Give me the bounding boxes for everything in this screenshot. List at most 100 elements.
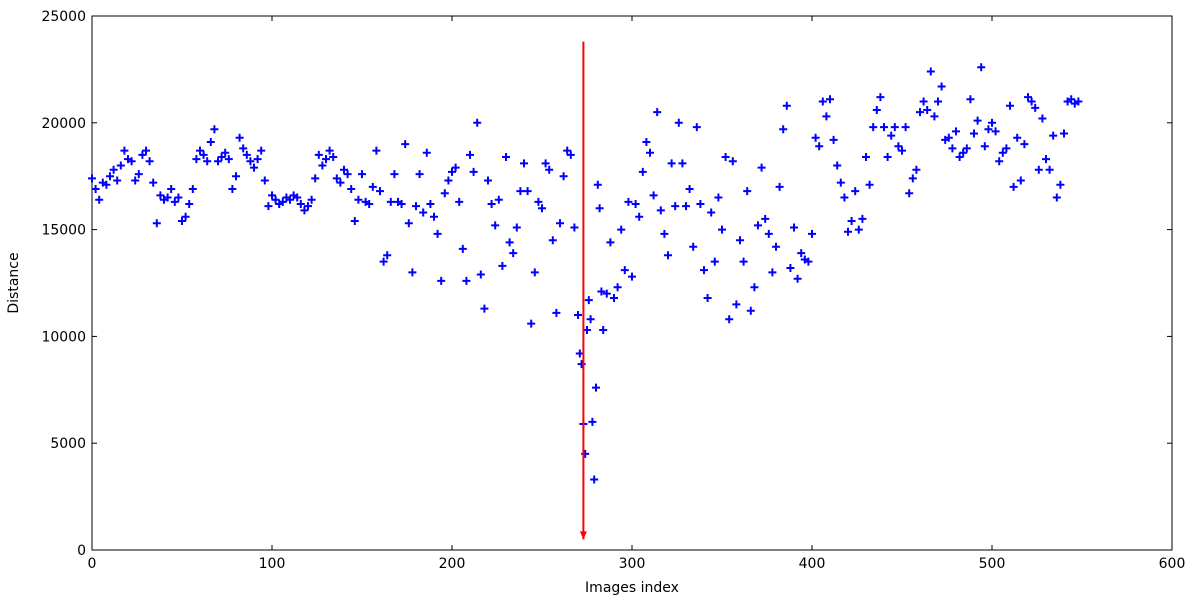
point [217, 152, 226, 161]
point [746, 306, 755, 315]
point [898, 146, 906, 155]
point [102, 180, 111, 189]
point [1038, 114, 1047, 123]
point [221, 148, 230, 157]
point [466, 150, 474, 159]
point [955, 152, 964, 161]
point [257, 146, 266, 155]
point [1002, 144, 1011, 153]
point [934, 97, 942, 106]
point [196, 146, 204, 155]
point [408, 268, 417, 277]
point [1006, 101, 1014, 110]
point [592, 383, 600, 392]
point [808, 229, 816, 238]
point [829, 135, 838, 144]
point [869, 123, 878, 132]
x-tick-label: 500 [979, 556, 1006, 572]
point [966, 95, 975, 104]
point [545, 165, 554, 174]
point [552, 308, 561, 317]
point [1034, 165, 1043, 174]
point [739, 257, 748, 266]
point [163, 193, 172, 202]
point [656, 206, 665, 215]
point [635, 212, 644, 221]
point [732, 300, 741, 309]
point [620, 266, 629, 275]
point [1049, 131, 1058, 140]
point [491, 221, 500, 230]
point [671, 202, 680, 211]
point [203, 157, 212, 166]
point [772, 242, 780, 251]
point [541, 159, 550, 168]
x-axis-label: Images index [585, 580, 679, 596]
point [480, 304, 489, 313]
point [959, 148, 968, 157]
point [131, 176, 140, 185]
point [890, 123, 899, 132]
point [689, 242, 698, 251]
point [397, 199, 406, 208]
point [149, 178, 158, 187]
point [156, 191, 165, 200]
point [336, 178, 345, 187]
point [797, 249, 806, 258]
point [988, 118, 996, 127]
point [1056, 180, 1065, 189]
point [448, 167, 456, 176]
point [116, 161, 125, 170]
point [343, 170, 352, 179]
point [430, 212, 438, 221]
point [1031, 103, 1040, 112]
point [476, 270, 485, 279]
point [998, 148, 1007, 157]
point [908, 174, 917, 183]
point [692, 123, 701, 132]
point [91, 185, 100, 194]
point [977, 63, 986, 72]
point [937, 82, 946, 91]
point [714, 193, 723, 202]
point [372, 146, 381, 155]
point [383, 251, 392, 260]
point [487, 199, 496, 208]
point [473, 118, 482, 127]
point [1042, 155, 1050, 164]
point [322, 155, 330, 164]
point [559, 172, 568, 181]
point [844, 227, 852, 236]
point [556, 219, 564, 228]
point [296, 199, 305, 208]
point [865, 180, 874, 189]
point [624, 197, 633, 206]
point [574, 311, 582, 320]
point [401, 140, 410, 149]
point [761, 214, 770, 223]
point [707, 208, 716, 217]
point [602, 289, 611, 298]
point [307, 195, 316, 204]
point [664, 251, 672, 260]
point [419, 208, 428, 217]
point [750, 283, 759, 292]
point [1027, 97, 1036, 106]
point [214, 157, 222, 166]
point [523, 187, 532, 196]
point [170, 197, 179, 206]
point [224, 155, 233, 164]
point [88, 174, 96, 183]
point [109, 165, 118, 174]
point [235, 133, 244, 142]
point [469, 167, 478, 176]
x-tick-label: 300 [619, 556, 646, 572]
point [728, 157, 737, 166]
point [736, 236, 744, 245]
point [379, 257, 388, 266]
point [764, 229, 773, 238]
point [494, 195, 503, 204]
point [595, 204, 604, 213]
point [916, 108, 924, 117]
